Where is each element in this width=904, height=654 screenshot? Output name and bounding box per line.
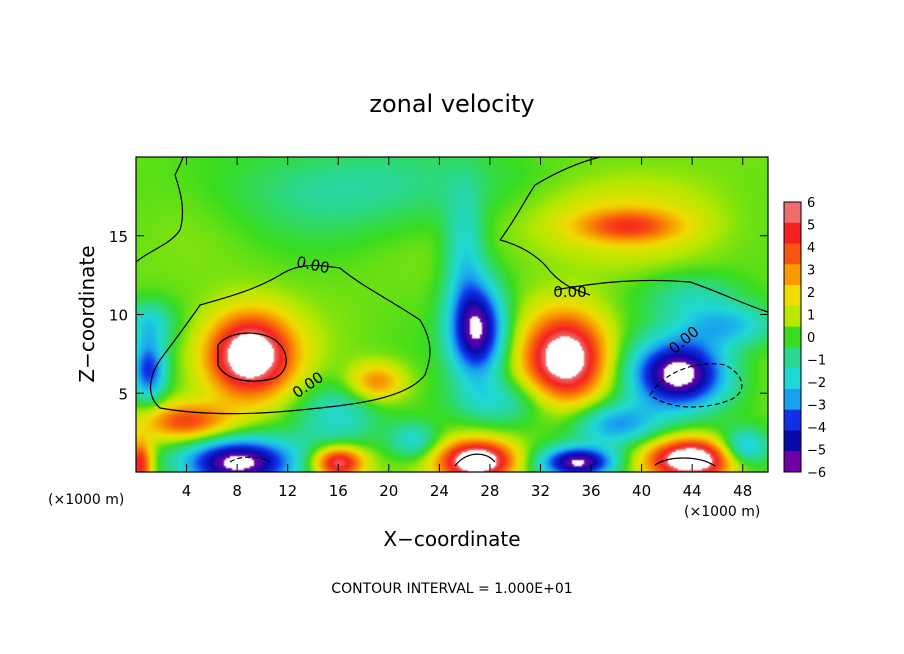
plot-area: 0.00 0.00 0.00 0.00 — [135, 156, 769, 473]
x-tick-label: 28 — [480, 482, 499, 500]
x-axis-label: X−coordinate — [383, 527, 520, 551]
y-axis-label: Z−coordinate — [75, 245, 99, 382]
y-tick-label: 15 — [109, 228, 128, 246]
colorbar: 6 5 4 3 2 1 0 −1 −2 −3 −4 −5 −6 — [783, 196, 826, 481]
colorbar-label: 4 — [807, 241, 815, 256]
contour-white-2 — [649, 363, 743, 408]
colorbar-swatch — [784, 243, 801, 265]
zero-contour-mid — [150, 264, 431, 415]
zero-contour-right — [499, 156, 769, 313]
colorbar-swatch — [784, 305, 801, 328]
y-tick-label: 5 — [118, 385, 128, 403]
colorbar-label: −5 — [807, 444, 826, 459]
x-tick-label: 12 — [278, 482, 297, 500]
colorbar-label: −6 — [807, 466, 826, 481]
colorbar-swatch — [784, 264, 801, 286]
colorbar-swatch — [784, 222, 801, 245]
contour-white-3 — [229, 456, 271, 463]
colorbar-frame — [783, 201, 802, 473]
y-ticks: 5 10 15 — [109, 228, 768, 403]
zero-contour-upper — [135, 156, 184, 263]
y-tick-label: 10 — [109, 307, 128, 325]
colorbar-label: −2 — [807, 376, 826, 391]
contour-label: 0.00 — [553, 283, 586, 301]
colorbar-swatch — [784, 451, 801, 473]
contour-white-1 — [217, 332, 287, 382]
colorbar-label: 6 — [807, 196, 815, 211]
contour-white-5 — [654, 457, 716, 467]
x-tick-label: 48 — [733, 482, 752, 500]
x-ticks: 4 8 12 16 20 24 28 32 36 40 44 48 — [182, 157, 752, 500]
velocity-field-raster — [136, 157, 768, 472]
x-tick-label: 8 — [232, 482, 242, 500]
colorbar-swatch — [784, 430, 801, 452]
colorbar-label: 5 — [807, 219, 815, 234]
colorbar-label: −4 — [807, 421, 826, 436]
colorbar-label: 2 — [807, 286, 815, 301]
x-tick-label: 44 — [683, 482, 702, 500]
colorbar-swatch — [784, 285, 801, 307]
x-tick-label: 16 — [329, 482, 348, 500]
colorbar-swatch — [784, 409, 801, 431]
colorbar-label: 1 — [807, 309, 815, 324]
colorbar-swatch — [784, 347, 801, 369]
x-tick-label: 20 — [379, 482, 398, 500]
x-tick-label: 24 — [430, 482, 449, 500]
colorbar-label: 0 — [807, 331, 815, 346]
x-unit-left: (×1000 m) — [48, 492, 124, 508]
contour-interval-note: CONTOUR INTERVAL = 1.000E+01 — [331, 581, 572, 597]
colorbar-swatch — [784, 326, 801, 348]
x-tick-label: 4 — [182, 482, 192, 500]
colorbar-swatch — [784, 202, 801, 224]
colorbar-label: 3 — [807, 264, 815, 279]
colorbar-label: −1 — [807, 354, 826, 369]
colorbar-label: −3 — [807, 399, 826, 414]
contour-white-4 — [454, 453, 496, 467]
colorbar-swatch — [784, 388, 801, 411]
x-unit-right: (×1000 m) — [684, 504, 760, 520]
colorbar-swatch — [784, 368, 801, 390]
x-tick-label: 32 — [531, 482, 550, 500]
zero-contours — [135, 156, 769, 467]
x-tick-label: 36 — [581, 482, 600, 500]
chart-title: zonal velocity — [369, 90, 534, 118]
x-tick-label: 40 — [632, 482, 651, 500]
